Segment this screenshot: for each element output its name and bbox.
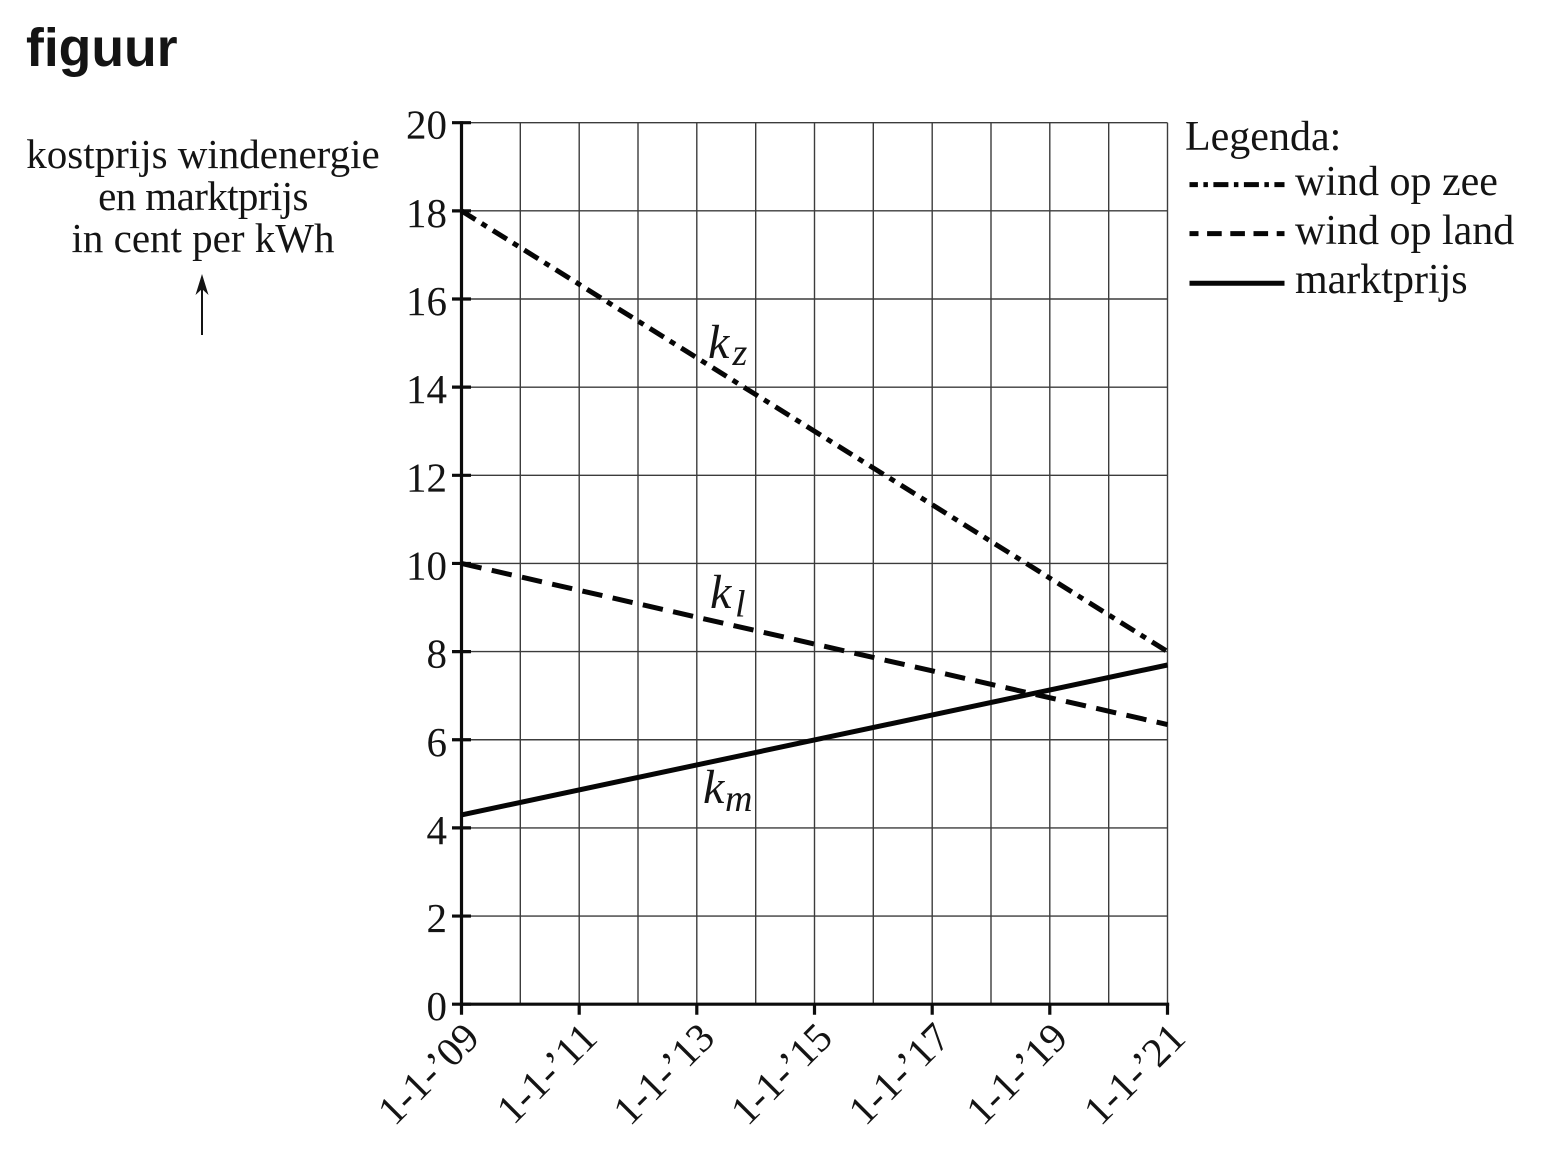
svg-text:1-1-’13: 1-1-’13 xyxy=(604,1014,723,1133)
svg-text:z: z xyxy=(732,332,748,374)
svg-text:wind op land: wind op land xyxy=(1295,208,1514,254)
svg-text:1-1-’15: 1-1-’15 xyxy=(721,1014,840,1133)
svg-text:m: m xyxy=(725,778,752,820)
svg-text:1-1-’09: 1-1-’09 xyxy=(368,1014,487,1133)
svg-text:14: 14 xyxy=(406,366,447,412)
svg-text:20: 20 xyxy=(406,102,447,148)
svg-text:in cent per kWh: in cent per kWh xyxy=(72,215,335,261)
svg-text:16: 16 xyxy=(406,278,447,324)
svg-text:8: 8 xyxy=(427,631,448,677)
svg-text:wind op zee: wind op zee xyxy=(1295,159,1498,205)
svg-text:l: l xyxy=(735,584,746,626)
svg-text:0: 0 xyxy=(427,983,448,1029)
svg-text:Legenda:: Legenda: xyxy=(1185,114,1341,160)
svg-text:4: 4 xyxy=(427,807,448,853)
svg-text:en marktprijs: en marktprijs xyxy=(98,173,308,219)
svg-text:2: 2 xyxy=(427,895,448,941)
svg-text:12: 12 xyxy=(406,454,447,500)
svg-text:1-1-’21: 1-1-’21 xyxy=(1074,1014,1193,1133)
svg-text:1-1-’17: 1-1-’17 xyxy=(839,1014,958,1133)
svg-text:marktprijs: marktprijs xyxy=(1295,257,1468,303)
svg-text:k: k xyxy=(708,316,731,369)
svg-text:1-1-’11: 1-1-’11 xyxy=(487,1014,605,1132)
svg-text:1-1-’19: 1-1-’19 xyxy=(957,1014,1076,1133)
svg-text:k: k xyxy=(703,761,726,814)
svg-text:figuur: figuur xyxy=(26,19,178,78)
svg-text:kostprijs windenergie: kostprijs windenergie xyxy=(26,131,379,177)
svg-text:6: 6 xyxy=(427,719,448,765)
svg-text:10: 10 xyxy=(406,542,447,588)
svg-text:18: 18 xyxy=(406,190,447,236)
svg-text:k: k xyxy=(710,566,733,619)
